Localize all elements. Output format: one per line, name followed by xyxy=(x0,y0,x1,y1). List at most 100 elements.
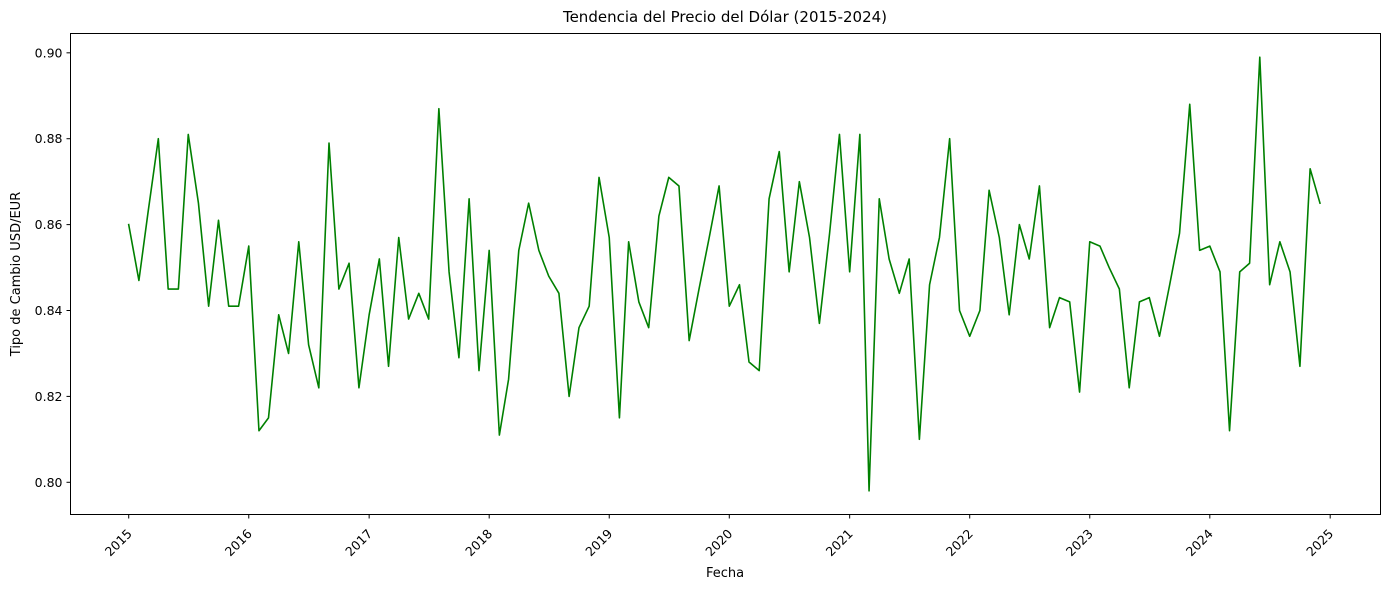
data-point xyxy=(999,237,1001,239)
data-point xyxy=(508,378,510,380)
x-tick-label: 2021 xyxy=(823,526,856,559)
x-tick-label: 2024 xyxy=(1183,526,1216,559)
data-point xyxy=(1289,271,1291,273)
data-point xyxy=(718,185,720,187)
data-point xyxy=(899,293,901,295)
data-point xyxy=(218,220,220,222)
plot-area xyxy=(70,33,1381,515)
data-point xyxy=(248,245,250,247)
data-point xyxy=(228,305,230,307)
data-point xyxy=(959,310,961,312)
data-point xyxy=(278,314,280,316)
data-point xyxy=(167,288,169,290)
data-point xyxy=(979,310,981,312)
data-point xyxy=(308,344,310,346)
data-point xyxy=(668,177,670,179)
data-point xyxy=(568,396,570,398)
data-point xyxy=(908,258,910,260)
data-point xyxy=(799,181,801,183)
data-point xyxy=(1128,387,1130,389)
data-point xyxy=(1008,314,1010,316)
data-point xyxy=(398,237,400,239)
data-point xyxy=(428,318,430,320)
data-point xyxy=(608,237,610,239)
data-point xyxy=(499,434,501,436)
data-point xyxy=(438,108,440,110)
data-point xyxy=(328,142,330,144)
data-point xyxy=(288,353,290,355)
data-point xyxy=(488,250,490,252)
data-point xyxy=(1219,271,1221,273)
data-point xyxy=(558,293,560,295)
data-point xyxy=(1169,284,1171,286)
data-point xyxy=(1108,267,1110,269)
data-point xyxy=(728,305,730,307)
data-point xyxy=(158,138,160,140)
data-point xyxy=(1079,391,1081,393)
data-point xyxy=(929,284,931,286)
x-tick-label: 2022 xyxy=(943,526,976,559)
y-tick-label: 0.88 xyxy=(35,131,63,146)
x-tick-label: 2015 xyxy=(102,526,135,559)
x-axis: 2015 2016 2017 2018 2019 2020 2021 2022 2023 2024… xyxy=(102,514,1336,559)
data-point xyxy=(538,250,540,252)
data-point xyxy=(1019,224,1021,226)
data-point xyxy=(268,417,270,419)
x-tick-label: 2025 xyxy=(1303,526,1336,559)
x-tick-label: 2020 xyxy=(702,526,735,559)
y-tick-label: 0.80 xyxy=(35,475,63,490)
data-point xyxy=(819,323,821,325)
data-point xyxy=(619,417,621,419)
data-point xyxy=(358,387,360,389)
data-point xyxy=(888,258,890,260)
data-point xyxy=(739,284,741,286)
data-point xyxy=(147,211,149,213)
data-point xyxy=(1139,301,1141,303)
data-point xyxy=(298,241,300,243)
data-point xyxy=(688,340,690,342)
data-point xyxy=(1148,297,1150,299)
data-point xyxy=(829,232,831,234)
data-point xyxy=(1199,250,1201,252)
data-point xyxy=(648,327,650,329)
y-tick-label: 0.86 xyxy=(35,217,63,232)
data-point xyxy=(1179,232,1181,234)
x-tick-label: 2018 xyxy=(462,526,495,559)
data-point xyxy=(338,288,340,290)
data-point xyxy=(969,335,971,337)
chart-title: Tendencia del Precio del Dólar (2015-202… xyxy=(562,8,887,26)
data-point xyxy=(708,237,710,239)
data-point xyxy=(578,327,580,329)
data-point xyxy=(658,215,660,217)
data-point xyxy=(1119,288,1121,290)
data-point xyxy=(748,361,750,363)
data-point xyxy=(458,357,460,359)
data-point xyxy=(138,280,140,282)
data-point xyxy=(418,293,420,295)
data-point xyxy=(1189,104,1191,106)
data-point xyxy=(778,151,780,153)
data-point xyxy=(1028,258,1030,260)
data-point xyxy=(859,134,861,136)
y-axis-label: Tipo de Cambio USD/EUR xyxy=(9,192,24,357)
data-point xyxy=(868,490,870,492)
data-point xyxy=(839,134,841,136)
data-point xyxy=(178,288,180,290)
y-tick-label: 0.84 xyxy=(35,303,63,318)
data-point xyxy=(1089,241,1091,243)
y-tick-label: 0.90 xyxy=(35,45,63,60)
data-point xyxy=(468,198,470,200)
data-point xyxy=(208,305,210,307)
x-axis-label: Fecha xyxy=(706,566,744,581)
data-point xyxy=(348,262,350,264)
data-point xyxy=(238,305,240,307)
data-point xyxy=(128,224,130,226)
data-point xyxy=(1259,56,1261,58)
data-point xyxy=(258,430,260,432)
data-point xyxy=(628,241,630,243)
data-point xyxy=(1099,245,1101,247)
data-point xyxy=(638,301,640,303)
data-point xyxy=(1269,284,1271,286)
x-tick-label: 2017 xyxy=(342,526,375,559)
